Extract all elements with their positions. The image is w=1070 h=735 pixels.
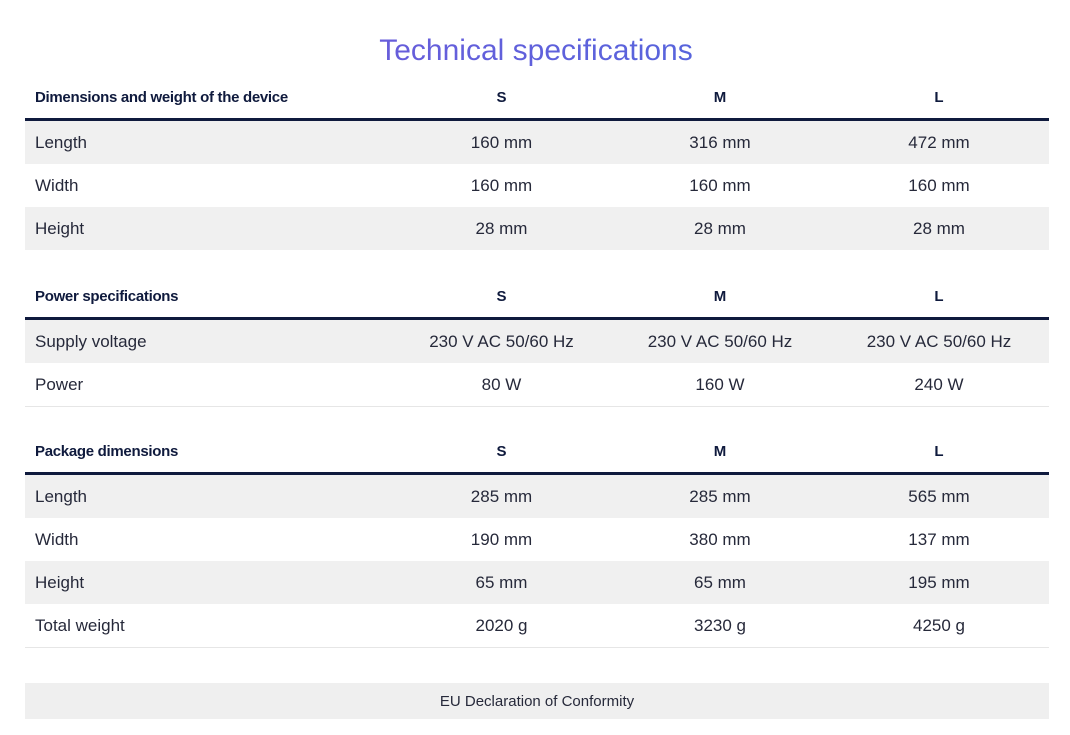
section-heading: Power specifications <box>25 276 392 320</box>
cell-value-s: 160 mm <box>392 119 611 164</box>
cell-value-s: 285 mm <box>392 473 611 518</box>
cell-value-m: 28 mm <box>611 207 829 250</box>
size-header-l: L <box>829 431 1049 475</box>
cell-value-m: 3230 g <box>611 604 829 648</box>
cell-value-s: 230 V AC 50/60 Hz <box>392 318 611 363</box>
cell-value-l: 565 mm <box>829 473 1049 518</box>
power-specifications-table: Power specifications S M L Supply voltag… <box>25 276 1049 407</box>
table-header-row: Package dimensions S M L <box>25 431 1049 475</box>
table-row: Power 80 W 160 W 240 W <box>25 363 1049 407</box>
size-header-s: S <box>392 77 611 121</box>
cell-value-m: 316 mm <box>611 119 829 164</box>
cell-value-s: 28 mm <box>392 207 611 250</box>
cell-value-l: 240 W <box>829 363 1049 407</box>
table-row: Height 65 mm 65 mm 195 mm <box>25 561 1049 604</box>
cell-value-s: 80 W <box>392 363 611 407</box>
size-header-s: S <box>392 276 611 320</box>
table-header-row: Dimensions and weight of the device S M … <box>25 77 1049 121</box>
cell-value-m: 65 mm <box>611 561 829 604</box>
cell-value-l: 28 mm <box>829 207 1049 250</box>
cell-value-l: 137 mm <box>908 529 970 549</box>
cell-value-l: 4250 g <box>829 604 1049 648</box>
table-row: Width 190 mm 380 mm 137 mm <box>25 518 1049 561</box>
size-header-l: L <box>829 276 1049 320</box>
row-label: Total weight <box>25 604 392 648</box>
row-label: Power <box>25 363 392 407</box>
row-label: Length <box>25 119 392 164</box>
table-row: Supply voltage 230 V AC 50/60 Hz 230 V A… <box>25 318 1049 363</box>
table-row: Total weight 2020 g 3230 g 4250 g <box>25 604 1049 648</box>
cell-value-s: 190 mm <box>470 529 533 549</box>
section-heading: Package dimensions <box>25 431 392 475</box>
cell-value-l: 230 V AC 50/60 Hz <box>829 318 1049 363</box>
row-label: Height <box>25 207 392 250</box>
table-row: Length 160 mm 316 mm 472 mm <box>25 119 1049 164</box>
section-heading: Dimensions and weight of the device <box>25 77 392 121</box>
size-header-l: L <box>829 77 1049 121</box>
cell-value-l: 195 mm <box>829 561 1049 604</box>
cell-value-s: 160 mm <box>470 175 533 195</box>
cell-value-l: 472 mm <box>829 119 1049 164</box>
cell-value-s: 2020 g <box>392 604 611 648</box>
size-header-m: M <box>611 77 829 121</box>
cell-value-m: 285 mm <box>611 473 829 518</box>
row-label: Height <box>25 561 392 604</box>
cell-value-m: 230 V AC 50/60 Hz <box>611 318 829 363</box>
cell-value-s: 65 mm <box>392 561 611 604</box>
row-label: Length <box>25 473 392 518</box>
size-header-m: M <box>611 276 829 320</box>
size-header-m: M <box>611 431 829 475</box>
table-row: Length 285 mm 285 mm 565 mm <box>25 473 1049 518</box>
dimensions-weight-table: Dimensions and weight of the device S M … <box>25 77 1049 250</box>
row-label: Width <box>35 175 79 195</box>
table-header-row: Power specifications S M L <box>25 276 1049 320</box>
cell-value-m: 160 W <box>611 363 829 407</box>
row-label: Width <box>35 529 79 549</box>
table-row: Height 28 mm 28 mm 28 mm <box>25 207 1049 250</box>
package-dimensions-table: Package dimensions S M L Length 285 mm 2… <box>25 431 1049 648</box>
cell-value-m: 160 mm <box>689 175 751 195</box>
page-title: Technical specifications <box>0 34 1070 68</box>
size-header-s: S <box>392 431 611 475</box>
eu-declaration-link[interactable]: EU Declaration of Conformity <box>25 683 1049 719</box>
cell-value-l: 160 mm <box>908 175 970 195</box>
table-row: Width 160 mm 160 mm 160 mm <box>25 164 1049 207</box>
row-label: Supply voltage <box>25 318 392 363</box>
cell-value-m: 380 mm <box>689 529 751 549</box>
